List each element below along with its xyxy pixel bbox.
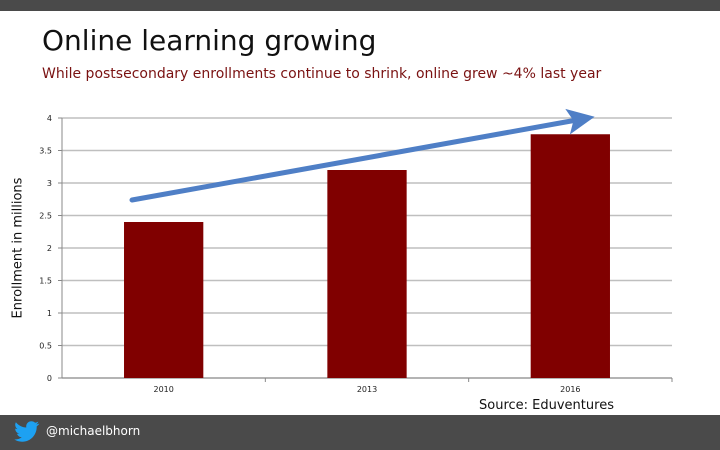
bar-2013 xyxy=(327,170,407,378)
x-tick-label: 2010 xyxy=(153,385,173,394)
twitter-bird-icon xyxy=(14,421,40,442)
slide-subtitle: While postsecondary enrollments continue… xyxy=(42,66,602,82)
y-axis-label: Enrollment in millions xyxy=(10,177,26,319)
y-tick-label: 4 xyxy=(47,114,52,123)
twitter-handle: @michaelbhorn xyxy=(46,424,141,438)
top-bar xyxy=(0,0,720,11)
x-tick-label: 2016 xyxy=(560,385,580,394)
bar-2010 xyxy=(124,222,204,378)
y-tick-label: 3.5 xyxy=(39,147,52,156)
y-tick-label: 2 xyxy=(47,244,52,253)
y-tick-label: 0.5 xyxy=(39,342,52,351)
footer-bar xyxy=(0,415,720,450)
y-tick-label: 1.5 xyxy=(39,277,52,286)
bar-2016 xyxy=(530,134,610,378)
trend-arrow xyxy=(129,108,595,203)
y-tick-label: 1 xyxy=(47,309,52,318)
source-note: Source: Eduventures xyxy=(479,398,614,413)
y-tick-label: 3 xyxy=(47,179,52,188)
x-tick-label: 2013 xyxy=(357,385,377,394)
y-tick-label: 0 xyxy=(47,374,52,383)
y-tick-label: 2.5 xyxy=(39,212,52,221)
slide-title: Online learning growing xyxy=(42,24,377,57)
